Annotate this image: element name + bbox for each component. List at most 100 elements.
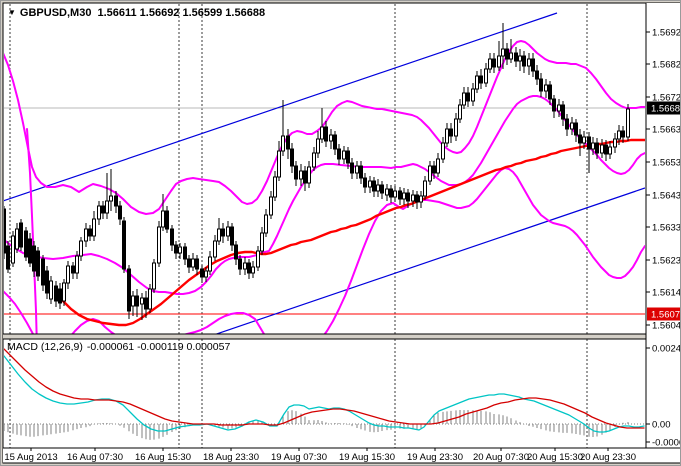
candle-body [509,52,513,60]
candle-body [79,240,83,257]
candle-body [260,232,264,252]
candle-body [587,136,591,150]
candle-body [488,58,492,70]
candle-body [118,205,122,220]
bollinger-upper-band [4,40,645,215]
candle-body [466,92,470,102]
candle-body [178,246,182,254]
candle-body [613,138,617,148]
candle-body [28,238,32,264]
time-axis-label: 19 Aug 15:30 [339,452,395,463]
candle-body [6,245,10,270]
macd-pane[interactable] [4,339,645,448]
candle-body [148,288,152,310]
candle-body [4,208,6,254]
price-axis-label: 1.56530 [652,158,681,169]
candle-body [544,84,548,92]
candle-body [62,282,66,302]
candle-body [393,190,397,198]
candle-body [49,280,53,300]
main-pane[interactable] [3,4,646,356]
price-axis[interactable] [646,3,680,448]
upper-trend-line[interactable] [3,12,558,202]
candle-body [398,190,402,200]
candle-body [445,128,449,144]
candle-body [484,68,488,84]
candle-body [109,195,113,202]
candle-body [200,268,204,278]
candle-body [333,134,337,150]
lower-trend-line[interactable] [196,187,645,341]
candle-body [122,220,126,270]
candle-body [475,75,479,90]
price-axis-label: 1.56430 [652,191,681,202]
candle-body [497,55,501,68]
candle-body [355,165,359,174]
candle-body [204,270,208,278]
candle-body [621,130,625,138]
candle-body [385,188,389,196]
time-axis-label: 20 Aug 23:30 [580,452,636,463]
candle-body [11,235,15,264]
candle-body [238,258,242,270]
candle-body [531,58,535,72]
candle-body [380,184,384,194]
candle-body [471,88,475,102]
candle-body [454,118,458,137]
candle-body [131,295,135,307]
time-axis-label: 20 Aug 15:30 [527,452,583,463]
symbol-period-label: GBPUSD,M30 [19,7,92,19]
candle-body [191,258,195,268]
candle-body [290,148,294,167]
candle-body [234,244,238,260]
candle-body [114,195,118,207]
candle-body [19,222,23,248]
candle-body [527,58,531,67]
price-axis-label: 1.56140 [652,288,681,299]
pane-divider[interactable] [3,334,680,339]
candle-body [88,228,92,237]
candle-body [479,75,483,84]
candle-body [217,228,221,242]
candle-body [24,230,28,258]
candle-body [337,148,341,160]
price-axis-label: 1.56630 [652,125,681,136]
candle-body [574,122,578,136]
candle-body [432,165,436,174]
candle-body [97,205,101,220]
candle-body [277,150,281,178]
candle-body [54,285,58,302]
support-price-box-label: 1.56074 [651,310,681,321]
candle-body [376,184,380,192]
candle-body [359,165,363,179]
candle-body [458,104,462,120]
candle-body [570,122,574,130]
candle-body [226,226,230,237]
candle-body [501,48,505,57]
candle-body [441,142,445,160]
candle-body [350,162,354,174]
candle-body [264,214,268,234]
candle-body [411,194,415,202]
macd-axis-label: 0.00 [652,420,671,431]
collapse-triangle-icon[interactable]: ▼ [8,8,16,17]
candle-body [144,297,148,310]
bid-price-box [647,101,680,115]
candle-body [578,134,582,144]
chart-ohlc-header: ▼ GBPUSD,M30 1.56611 1.56692 1.56599 1.566… [8,7,265,19]
candle-body [286,135,290,150]
candle-body [561,104,565,120]
bollinger-lower-band [4,167,645,334]
candle-body [505,48,509,60]
bid-price-box-label: 1.56688 [651,104,681,115]
candle-body [415,194,419,203]
candle-body [565,118,569,130]
candle-body [324,126,328,142]
time-axis[interactable] [3,448,680,463]
candle-body [140,297,144,305]
candle-body [221,228,225,237]
time-axis-label: 16 Aug 07:30 [67,452,123,463]
candle-body [591,142,595,150]
candle-body [406,192,410,202]
